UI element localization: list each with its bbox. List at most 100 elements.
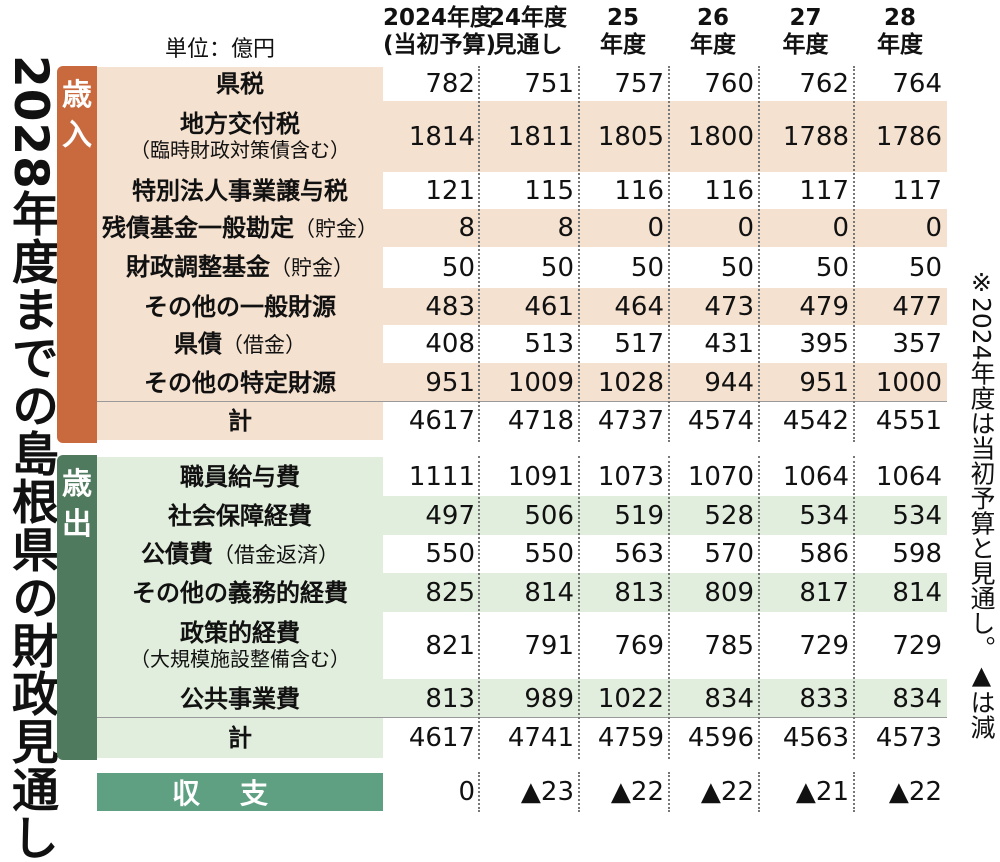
table-cell: 479 [799,291,849,322]
column-separator [668,772,670,812]
column-header-line2: 年度 [877,32,923,58]
table-row: 県債（借金） 408 513 517 431 395 357 [97,325,947,363]
column-separator [758,772,760,812]
column-header: 26 年度 [668,5,758,61]
row-label-text: 計 [228,724,252,752]
table-cell: 461 [524,291,574,322]
table-cell: 528 [704,500,754,531]
divider [97,717,947,718]
row-label-note: （借金） [222,332,306,357]
table-cell: 814 [892,577,942,608]
row-label-text: 特別法人事業譲与税 [132,176,348,205]
table-cell: 944 [704,367,754,398]
table-cell: 764 [892,69,942,99]
column-separator [478,772,480,812]
table-cell: 497 [425,500,475,531]
table-cell: 464 [614,291,664,322]
row-label: 財政調整基金（貯金） [97,247,383,288]
table-cell: 121 [425,175,475,206]
table-cell: 4741 [507,723,574,753]
table-cell: 50 [815,252,849,283]
balance-label: 収支 [97,773,383,811]
table-cell: 834 [892,683,942,714]
row-label-sub: （臨時財政対策債含む） [130,137,350,162]
table-cell: 550 [524,539,574,569]
column-header-line2: (当初予算) [383,32,497,58]
table-cell: 598 [892,539,942,569]
column-header: 2024年度 (当初予算) [383,5,497,61]
table-cell: 825 [425,577,475,608]
balance-cell: ▲21 [795,777,849,807]
table-cell: 115 [524,175,574,206]
table-cell: 791 [524,630,574,661]
expenditure-section-label: 歳出 [57,455,97,760]
table-cell: 1805 [597,121,664,152]
table-row: 社会保障経費 497 506 519 528 534 534 [97,496,947,535]
table-cell: 563 [614,539,664,569]
column-separator [578,456,580,759]
table-cell: 395 [799,329,849,359]
table-cell: 1788 [782,121,849,152]
table-cell: 519 [614,500,664,531]
table-cell: 8 [458,213,475,243]
table-cell: 1814 [408,121,475,152]
table-cell: 782 [425,69,475,99]
table-cell: 4542 [782,406,849,436]
table-cell: 1111 [408,461,475,492]
table-row: 公債費（借金返済） 550 550 563 570 586 598 [97,535,947,573]
table-cell: 50 [720,252,754,283]
row-label-note: （借金返済） [213,542,339,567]
table-cell: 0 [737,213,754,243]
table-row: 政策的経費 （大規模施設整備含む） 821 791 769 785 729 729 [97,612,947,679]
table-cell: 1028 [597,367,664,398]
table-row: その他の一般財源 483 461 464 473 479 477 [97,288,947,325]
table-cell: 483 [425,291,475,322]
table-cell: 951 [425,367,475,398]
table-cell: 1811 [507,121,574,152]
table-cell: 0 [647,213,664,243]
table-cell: 1009 [507,367,574,398]
column-separator [853,66,855,442]
row-label: 残債基金一般勘定（貯金） [97,209,383,247]
table-cell: 357 [892,329,942,359]
row-label-sub: （大規模施設整備含む） [130,646,350,671]
table-cell: 4759 [597,723,664,753]
table-cell: 116 [704,175,754,206]
row-label-text: 残債基金一般勘定 [102,213,294,242]
table-row: 地方交付税 （臨時財政対策債含む） 1814 1811 1805 1800 1788 1786 [97,101,947,172]
row-label-text: その他の一般財源 [144,292,336,321]
column-header: 24年度 見通し [478,5,578,61]
table-cell: 50 [441,252,475,283]
table-cell: 751 [524,69,574,99]
table-cell: 833 [799,683,849,714]
row-label-text: 職員給与費 [180,462,300,491]
table-cell: 813 [425,683,475,714]
column-header-line1: 28 [883,5,916,31]
table-cell: 1091 [507,461,574,492]
table-cell: 757 [614,69,664,99]
row-label-text: 計 [228,407,252,435]
table-cell: 4551 [875,406,942,436]
column-header-line2: 年度 [782,32,829,58]
table-cell: 760 [704,69,754,99]
footnote: ※2024年度は当初予算と見通し。▲は減 [967,268,996,740]
table-row: 残債基金一般勘定（貯金） 8 8 0 0 0 0 [97,209,947,247]
table-cell: 1800 [687,121,754,152]
column-header-line2: 年度 [690,32,736,58]
column-header-line1: 24年度 [488,5,567,31]
table-cell: 4573 [875,723,942,753]
row-label: 地方交付税 （臨時財政対策債含む） [97,101,383,172]
table-cell: 1064 [782,461,849,492]
table-cell: 821 [425,630,475,661]
table-cell: 0 [925,213,942,243]
row-label: その他の義務的経費 [97,573,383,612]
table-cell: 4596 [687,723,754,753]
row-label-text: 公債費 [141,539,213,568]
table-cell: 809 [704,577,754,608]
table-row: 計 4617 4741 4759 4596 4563 4573 [97,718,947,758]
table-row: 公共事業費 813 989 1022 834 833 834 [97,679,947,718]
table-row: 職員給与費 1111 1091 1073 1070 1064 1064 [97,457,947,496]
table-cell: 4617 [408,406,475,436]
table-row: 県税 782 751 757 760 762 764 [97,67,947,101]
balance-cell: ▲22 [610,777,664,807]
